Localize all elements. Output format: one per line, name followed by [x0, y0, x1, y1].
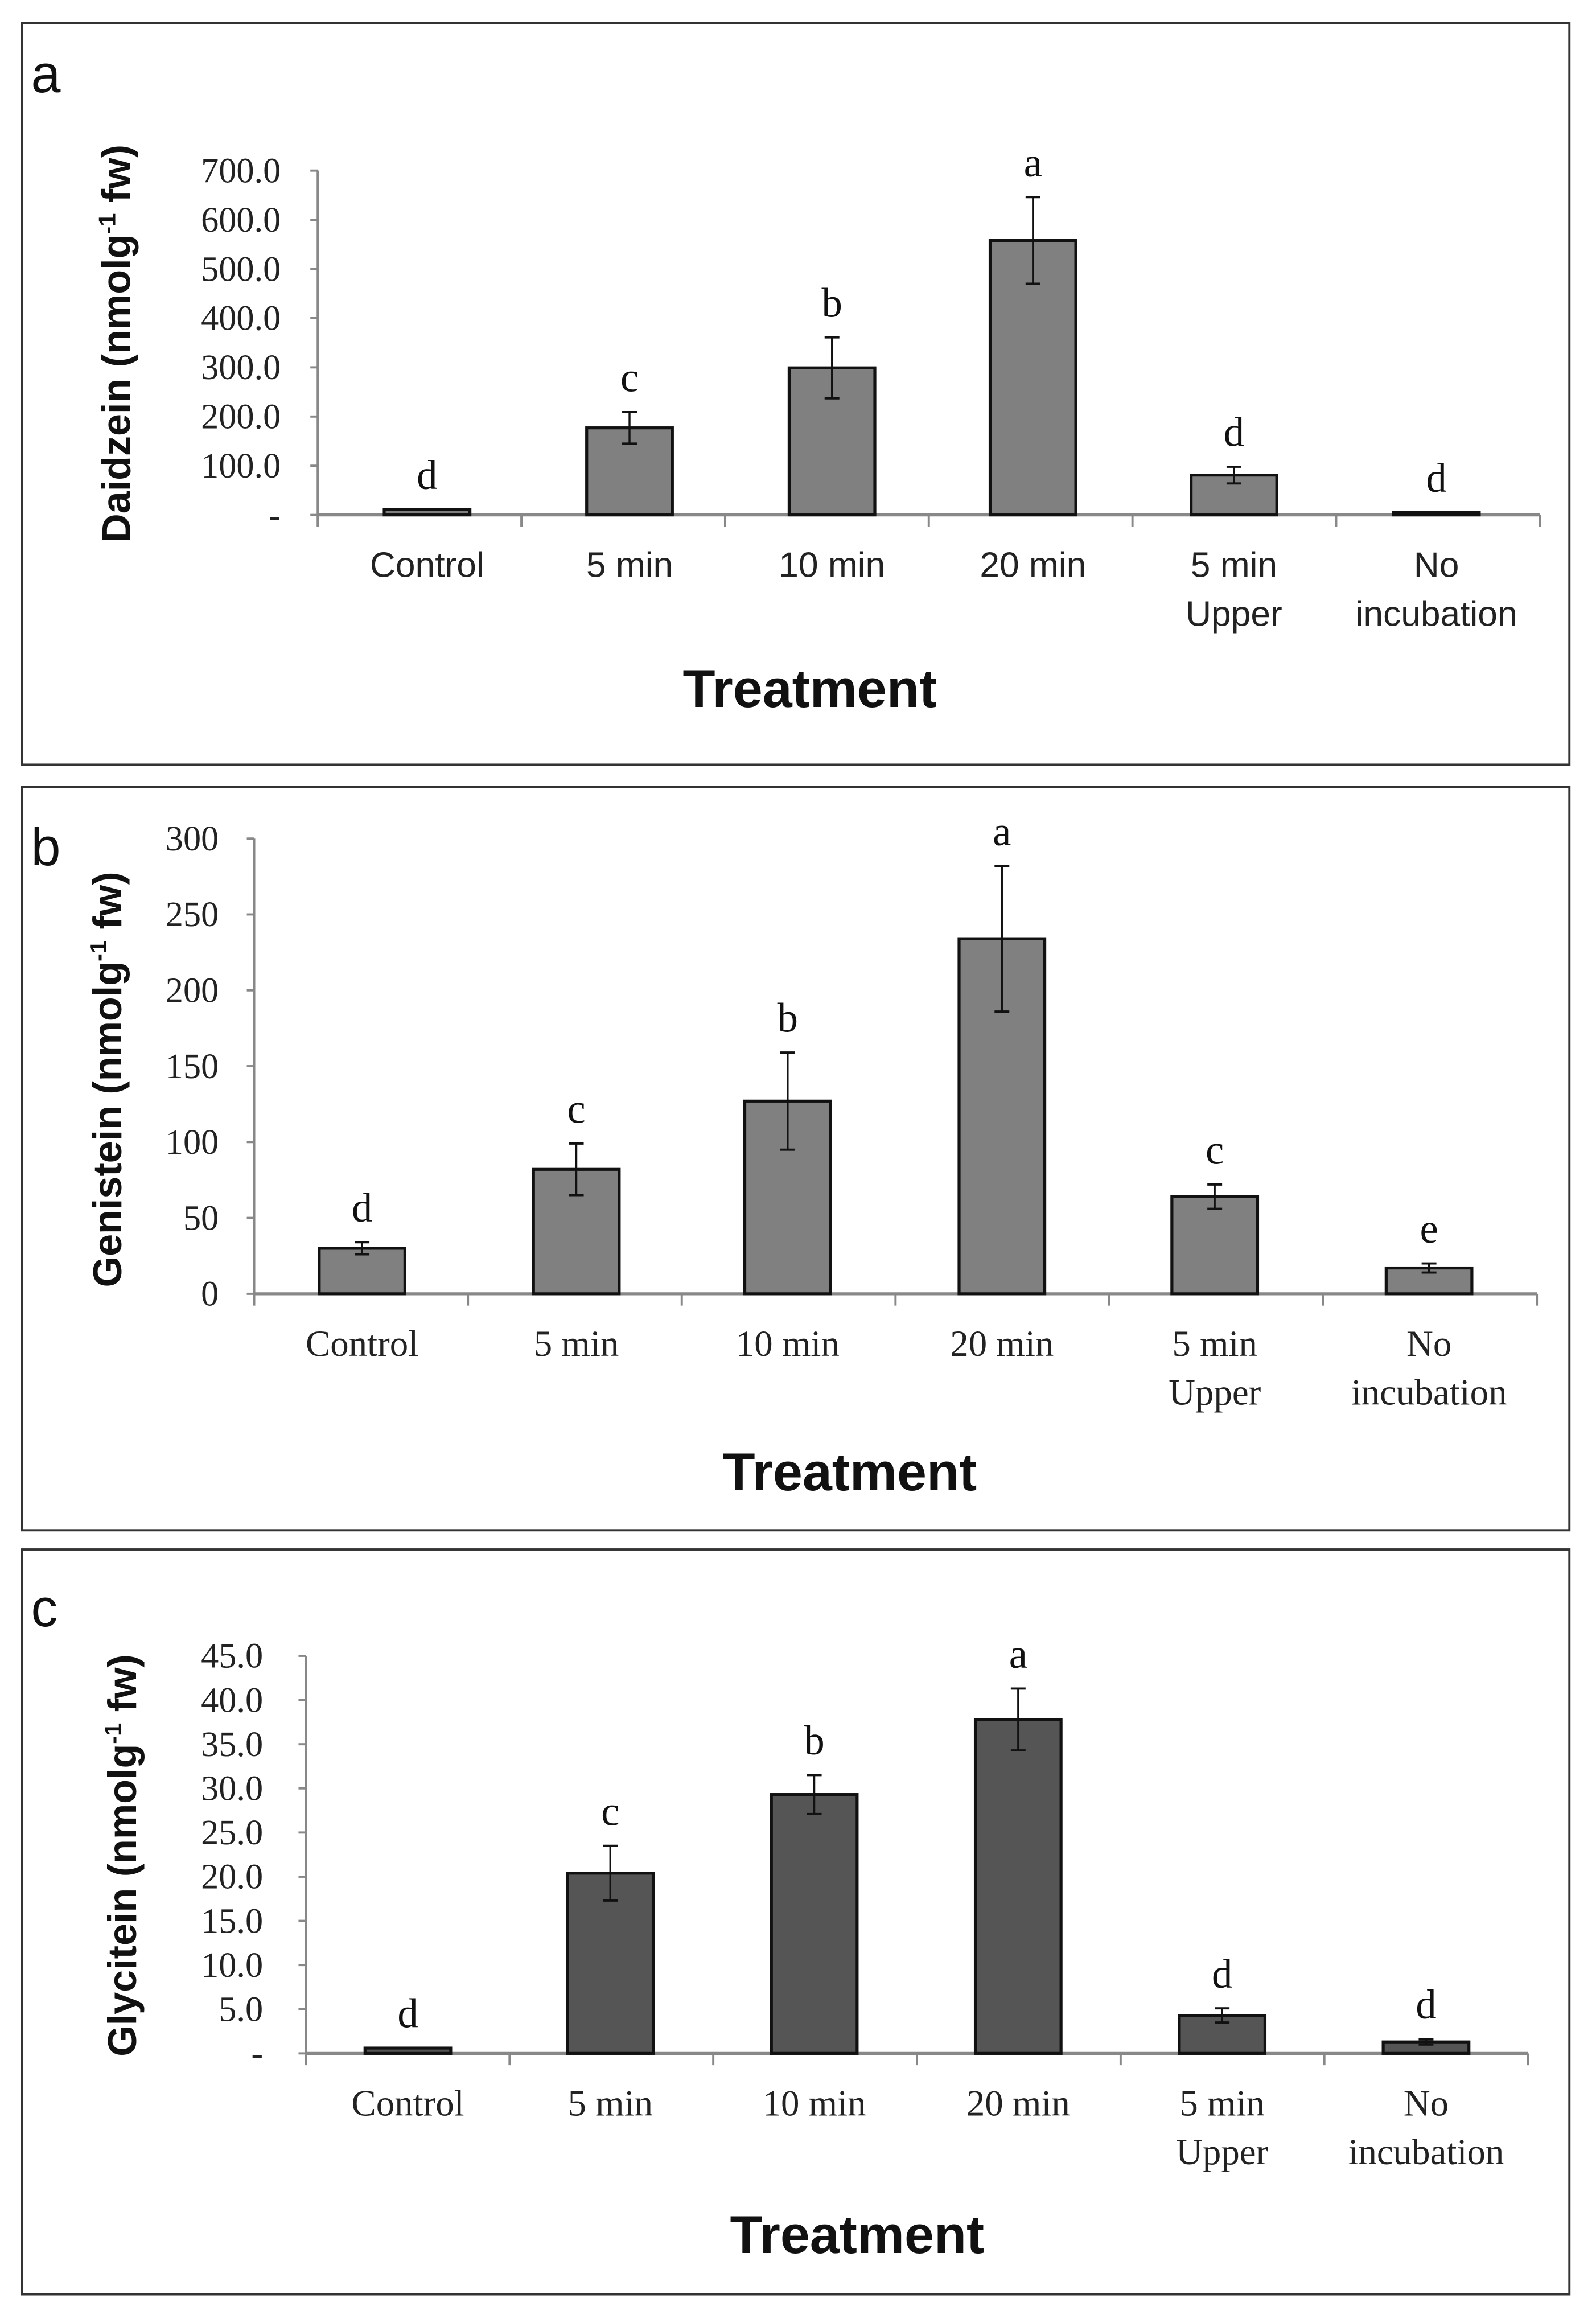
x-tick-label: 5 min [567, 2083, 653, 2124]
x-tick-label: Control [306, 1323, 418, 1364]
x-tick-label: 5 min [586, 546, 673, 585]
bar [1170, 1195, 1260, 1296]
x-tick-label: 20 min [966, 2083, 1070, 2124]
significance-letter: b [822, 279, 842, 326]
panel-label: b [31, 817, 61, 877]
panel-label: c [31, 1578, 58, 1638]
y-tick-label: 300.0 [201, 348, 281, 387]
x-tick-label: 20 min [950, 1323, 1054, 1364]
x-tick-label: 5 min [1172, 1323, 1257, 1364]
x-tick-label: Control [351, 2083, 464, 2124]
y-tick-label: 250 [166, 895, 219, 934]
y-tick-label: 5.0 [219, 1990, 263, 2029]
significance-letter: b [778, 995, 798, 1041]
x-tick-label: Upper [1186, 594, 1282, 634]
significance-letter: c [567, 1086, 585, 1132]
significance-letter: a [1009, 1631, 1027, 1677]
bar [318, 1247, 406, 1296]
x-tick-label: No [1414, 546, 1459, 585]
x-tick-label: Upper [1169, 1372, 1261, 1413]
y-tick-label: 400.0 [201, 299, 281, 338]
y-axis-title-sup: -1 [94, 213, 121, 235]
x-tick-label: No [1406, 1323, 1451, 1364]
x-tick-label: 5 min [1191, 546, 1277, 585]
significance-letter: c [1206, 1127, 1224, 1173]
panel-b: b 0 50 100 150 200 250 300 d Control c 5 min b 10 min… [20, 786, 1571, 1532]
y-axis-title-main: Daidzein (nmolg [94, 235, 138, 542]
y-tick-label: 15.0 [201, 1901, 263, 1940]
significance-letter: a [993, 808, 1011, 854]
significance-letter: d [397, 1991, 418, 2037]
y-axis-title: Daidzein (nmolg-1 fw) [94, 145, 139, 542]
y-tick-label: 45.0 [201, 1637, 263, 1676]
x-axis-title: Treatment [730, 2205, 985, 2264]
y-tick-label: 500.0 [201, 249, 281, 289]
y-axis-title-end: fw) [94, 145, 138, 213]
y-tick-label: 20.0 [201, 1857, 263, 1897]
significance-letter: d [1426, 455, 1446, 501]
bar [585, 426, 674, 517]
y-axis-title-main: Genistein (nmolg [85, 961, 130, 1287]
bar [363, 2046, 453, 2055]
y-tick-label: - [269, 495, 281, 535]
x-tick-label: incubation [1351, 1372, 1507, 1413]
y-tick-label: 100.0 [201, 446, 281, 486]
significance-letter: d [417, 452, 437, 498]
y-axis-title-main: Glycitein (nmolg [100, 1744, 145, 2057]
significance-letter: d [1212, 1951, 1232, 1997]
significance-letter: d [1416, 1981, 1436, 2028]
bar [382, 508, 472, 517]
significance-letter: d [1224, 409, 1244, 455]
y-tick-label: 200 [166, 971, 219, 1010]
y-axis-title: Glycitein (nmolg-1 fw) [100, 1654, 145, 2057]
significance-letter: c [620, 355, 639, 401]
y-axis-title-sup: -1 [100, 1723, 126, 1744]
y-tick-label: 10.0 [201, 1946, 263, 1985]
y-tick-label: 30.0 [201, 1769, 263, 1808]
y-axis-title-end: fw) [85, 871, 130, 940]
y-tick-label: 150 [166, 1047, 219, 1086]
bar [973, 1718, 1063, 2055]
y-tick-label: 25.0 [201, 1813, 263, 1852]
x-tick-label: No [1404, 2083, 1449, 2124]
y-tick-label: 600.0 [201, 200, 281, 240]
x-tick-label: 10 min [736, 1323, 840, 1364]
panel-label: a [31, 44, 61, 104]
y-tick-label: 100 [166, 1123, 219, 1162]
y-axis-title: Genistein (nmolg-1 fw) [85, 871, 130, 1287]
y-tick-label: 700.0 [201, 151, 281, 190]
x-tick-label: 5 min [1179, 2083, 1265, 2124]
y-axis-title-end: fw) [100, 1654, 145, 1723]
x-axis-title: Treatment [682, 659, 937, 718]
bar [1392, 511, 1481, 517]
x-tick-label: 20 min [980, 546, 1086, 585]
x-tick-label: Control [370, 546, 484, 585]
y-tick-label: 300 [166, 819, 219, 858]
y-tick-label: 200.0 [201, 397, 281, 437]
significance-letter: c [601, 1788, 619, 1834]
x-tick-label: incubation [1356, 594, 1517, 634]
x-tick-label: Upper [1176, 2132, 1269, 2173]
x-tick-label: incubation [1348, 2132, 1504, 2173]
y-tick-label: - [251, 2034, 263, 2073]
y-axis-title-sup: -1 [85, 940, 112, 961]
y-tick-label: 0 [201, 1274, 219, 1314]
bar [770, 1793, 859, 2055]
y-tick-label: 50 [183, 1198, 219, 1237]
x-tick-label: 5 min [534, 1323, 619, 1364]
bar [988, 239, 1077, 517]
panel-a: a - 100.0 200.0 300.0 400.0 500.0 600.0 700.0 d Co… [20, 22, 1571, 766]
x-axis-title: Treatment [723, 1442, 977, 1502]
significance-letter: a [1024, 139, 1042, 186]
significance-letter: e [1420, 1206, 1438, 1252]
x-tick-label: 10 min [763, 2083, 866, 2124]
x-tick-label: 10 min [779, 546, 885, 585]
significance-letter: d [352, 1185, 372, 1231]
significance-letter: b [804, 1717, 824, 1763]
panel-c: c - 5.0 10.0 15.0 20.0 25.0 30.0 35.0 40.0 45.0 d Co… [20, 1548, 1571, 2296]
y-tick-label: 40.0 [201, 1680, 263, 1720]
y-tick-label: 35.0 [201, 1725, 263, 1764]
